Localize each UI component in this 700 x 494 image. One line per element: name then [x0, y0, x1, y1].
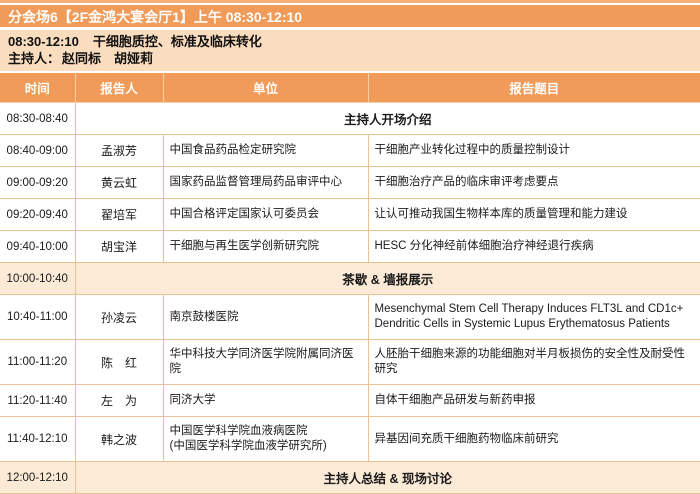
merged-row: 10:00-10:40 茶歇 & 墙报展示 — [0, 262, 700, 295]
merged-label-cell: 茶歇 & 墙报展示 — [74, 262, 700, 295]
org-cell: 华中科技大学同济医学院附属同济医院 — [162, 339, 369, 385]
title-cell: 异基因间充质干细胞药物临床前研究 — [367, 416, 700, 462]
time-cell: 11:20-11:40 — [0, 384, 76, 417]
time-cell: 08:40-09:00 — [0, 134, 76, 167]
time-cell: 09:00-09:20 — [0, 166, 76, 199]
column-header-speaker: 报告人 — [74, 73, 164, 103]
time-cell: 10:40-11:00 — [0, 294, 76, 340]
time-cell: 10:00-10:40 — [0, 262, 76, 295]
table-header-row: 时间 报告人 单位 报告题目 — [0, 73, 700, 103]
session-info-band: 08:30-12:10 干细胞质控、标准及临床转化 主持人： 赵同标 胡娅莉 — [0, 30, 700, 73]
title-cell: 自体干细胞产品研发与新药申报 — [367, 384, 700, 417]
speaker-cell: 孙凌云 — [74, 294, 164, 340]
title-cell: 干细胞治疗产品的临床审评考虑要点 — [367, 166, 700, 199]
org-cell: 南京鼓楼医院 — [162, 294, 369, 340]
speaker-cell: 韩之波 — [74, 416, 164, 462]
title-cell: 干细胞产业转化过程中的质量控制设计 — [367, 134, 700, 167]
title-cell: 人胚胎干细胞来源的功能细胞对半月板损伤的安全性及耐受性研究 — [367, 339, 700, 385]
table-row: 09:20-09:40 翟培军 中国合格评定国家认可委员会 让认可推动我国生物样本库的… — [0, 198, 700, 231]
table-row: 08:40-09:00 孟淑芳 中国食品药品检定研究院 干细胞产业转化过程中的质量控制… — [0, 134, 700, 167]
schedule-table: 时间 报告人 单位 报告题目 08:30-08:40 主持人开场介绍 08:40-0… — [0, 73, 700, 494]
chairs-label: 主持人： — [8, 51, 61, 66]
session-topic: 干细胞质控、标准及临床转化 — [92, 34, 262, 49]
title-cell: Mesenchymal Stem Cell Therapy Induces FL… — [367, 294, 700, 340]
merged-label-cell: 主持人开场介绍 — [74, 102, 700, 135]
speaker-cell: 翟培军 — [74, 198, 164, 231]
chair-names: 赵同标 胡娅莉 — [62, 51, 154, 66]
time-cell: 09:20-09:40 — [0, 198, 76, 231]
time-cell: 11:40-12:10 — [0, 416, 76, 462]
time-cell: 11:00-11:20 — [0, 339, 76, 385]
session-title-bar: 分会场6【2F金鸿大宴会厅1】上午 08:30-12:10 — [0, 5, 700, 30]
title-cell: 让认可推动我国生物样本库的质量管理和能力建设 — [367, 198, 700, 231]
title-cell: HESC 分化神经前体细胞治疗神经退行疾病 — [367, 230, 700, 263]
org-cell: 国家药品监督管理局药品审评中心 — [162, 166, 369, 199]
table-row: 09:00-09:20 黄云虹 国家药品监督管理局药品审评中心 干细胞治疗产品的临床审… — [0, 166, 700, 199]
org-cell: 中国医学科学院血液病医院 (中国医学科学院血液学研究所) — [162, 416, 369, 462]
org-cell: 中国合格评定国家认可委员会 — [162, 198, 369, 231]
session-time-topic: 08:30-12:10 干细胞质控、标准及临床转化 — [8, 33, 692, 50]
org-cell: 同济大学 — [162, 384, 369, 417]
speaker-cell: 黄云虹 — [74, 166, 164, 199]
speaker-cell: 左 为 — [74, 384, 164, 417]
column-header-title: 报告题目 — [367, 73, 700, 103]
merged-row: 08:30-08:40 主持人开场介绍 — [0, 102, 700, 135]
column-header-organization: 单位 — [162, 73, 369, 103]
table-row: 11:40-12:10 韩之波 中国医学科学院血液病医院 (中国医学科学院血液学研究… — [0, 416, 700, 462]
time-cell: 09:40-10:00 — [0, 230, 76, 263]
org-cell: 中国食品药品检定研究院 — [162, 134, 369, 167]
table-row: 11:00-11:20 陈 红华中科技大学同济医学院附属同济医院 人胚胎干细胞来源的… — [0, 339, 700, 385]
session-chairs-line: 主持人： 赵同标 胡娅莉 — [8, 50, 692, 67]
table-row: 11:20-11:40 左 为同济大学 自体干细胞产品研发与新药申报 — [0, 384, 700, 417]
top-accent-strip — [0, 0, 700, 5]
session-title: 分会场6【2F金鸿大宴会厅1】上午 08:30-12:10 — [8, 9, 303, 25]
org-cell: 干细胞与再生医学创新研究院 — [162, 230, 369, 263]
merged-label-cell: 主持人总结 & 现场讨论 — [74, 461, 700, 494]
table-row: 10:40-11:00 孙凌云 南京鼓楼医院 Mesenchymal Stem Cel… — [0, 294, 700, 340]
session-time-range: 08:30-12:10 — [8, 34, 79, 49]
column-header-time: 时间 — [0, 73, 76, 103]
speaker-cell: 孟淑芳 — [74, 134, 164, 167]
table-row: 09:40-10:00 胡宝洋 干细胞与再生医学创新研究院 HESC 分化神经前体细胞… — [0, 230, 700, 263]
merged-row: 12:00-12:10 主持人总结 & 现场讨论 — [0, 461, 700, 494]
speaker-cell: 胡宝洋 — [74, 230, 164, 263]
speaker-cell: 陈 红 — [74, 339, 164, 385]
time-cell: 08:30-08:40 — [0, 102, 76, 135]
time-cell: 12:00-12:10 — [0, 461, 76, 494]
